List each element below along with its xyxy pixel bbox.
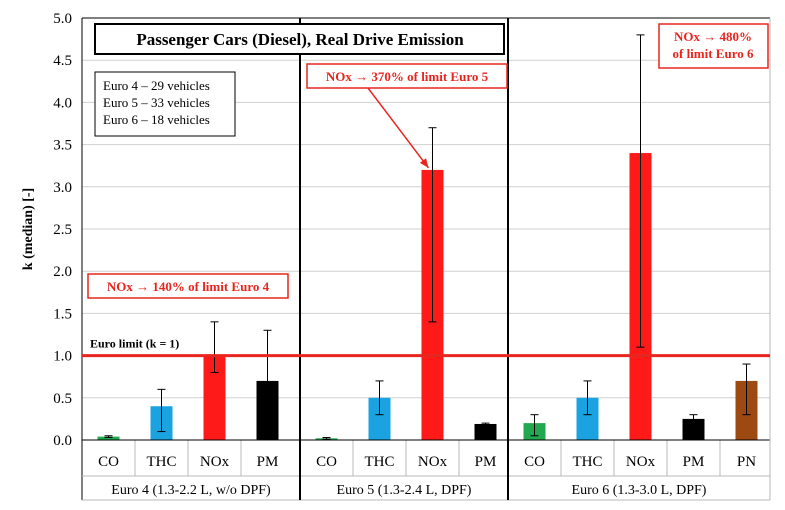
- y-tick-labels: 0.0 0.5 1.0 1.5 2.0 2.5 3.0 3.5 4.0 4.5 5.0: [53, 11, 72, 449]
- y-tick-label: 2.5: [53, 222, 72, 238]
- legend-box: [94, 71, 236, 137]
- y-tick-label: 3.5: [53, 138, 72, 154]
- y-tick-label: 1.0: [53, 349, 72, 365]
- title-box: [94, 23, 505, 55]
- error-bars: [104, 34, 751, 440]
- annotation-euro5: NOx → 370% of limit Euro 5: [326, 69, 489, 84]
- category-label: NOx: [626, 454, 656, 470]
- y-tick-label: 4.0: [53, 95, 72, 111]
- annotation-box-euro4: [87, 273, 289, 299]
- category-label: PM: [683, 454, 705, 470]
- category-label: CO: [98, 454, 119, 470]
- annotation-box-euro6: [658, 23, 769, 69]
- y-tick-label: 0.5: [53, 391, 72, 407]
- group-labels: Euro 4 (1.3-2.2 L, w/o DPF) Euro 5 (1.3-2…: [111, 483, 707, 498]
- plot-frame: [81, 17, 771, 501]
- group-label: Euro 6 (1.3-3.0 L, DPF): [572, 483, 707, 498]
- legend-entry: Euro 5 – 33 vehicles: [103, 95, 210, 110]
- category-label: PM: [257, 454, 279, 470]
- group-label: Euro 4 (1.3-2.2 L, w/o DPF): [111, 483, 271, 498]
- y-tick-label: 1.5: [53, 306, 72, 322]
- annotation-euro6-line: NOx → 480%: [674, 29, 752, 44]
- legend-entry: Euro 4 – 29 vehicles: [103, 78, 210, 93]
- bar-co: [97, 436, 120, 440]
- category-label: THC: [147, 454, 177, 470]
- category-label: THC: [573, 454, 603, 470]
- category-labels: CO THC NOx PM CO THC NOx PM CO THC NOx PM PN: [98, 454, 756, 470]
- y-axis-label: k (median) [-]: [21, 188, 36, 270]
- annotation-euro6-line: of limit Euro 6: [672, 46, 754, 61]
- y-tick-label: 0.0: [53, 433, 72, 449]
- annotation-euro4: NOx → 140% of limit Euro 4: [107, 279, 270, 294]
- y-tick-label: 5.0: [53, 11, 72, 27]
- bar-thc: [368, 397, 391, 440]
- annotation-box-euro5: [306, 63, 508, 89]
- chart-title: Passenger Cars (Diesel), Real Drive Emis…: [136, 30, 464, 49]
- bar-thc: [576, 397, 599, 440]
- category-label: CO: [316, 454, 337, 470]
- euro-limit-label: Euro limit (k = 1): [90, 337, 179, 351]
- category-label: CO: [524, 454, 545, 470]
- group-label: Euro 5 (1.3-2.4 L, DPF): [337, 483, 472, 498]
- bar-pm: [682, 418, 705, 440]
- y-tick-label: 4.5: [53, 53, 72, 69]
- y-tick-label: 2.0: [53, 264, 72, 280]
- annotation-arrow: [367, 87, 430, 169]
- category-label: THC: [365, 454, 395, 470]
- y-tick-label: 3.0: [53, 180, 72, 196]
- bar-nox: [203, 355, 226, 440]
- category-label: NOx: [200, 454, 230, 470]
- category-label: PM: [475, 454, 497, 470]
- category-label: NOx: [418, 454, 448, 470]
- legend-entry: Euro 6 – 18 vehicles: [103, 112, 210, 127]
- bar-pm: [474, 423, 497, 440]
- category-label: PN: [737, 454, 756, 470]
- annotation-arrowhead: [419, 158, 429, 168]
- annotations: Euro limit (k = 1) Passenger Cars (Diesel…: [82, 23, 770, 358]
